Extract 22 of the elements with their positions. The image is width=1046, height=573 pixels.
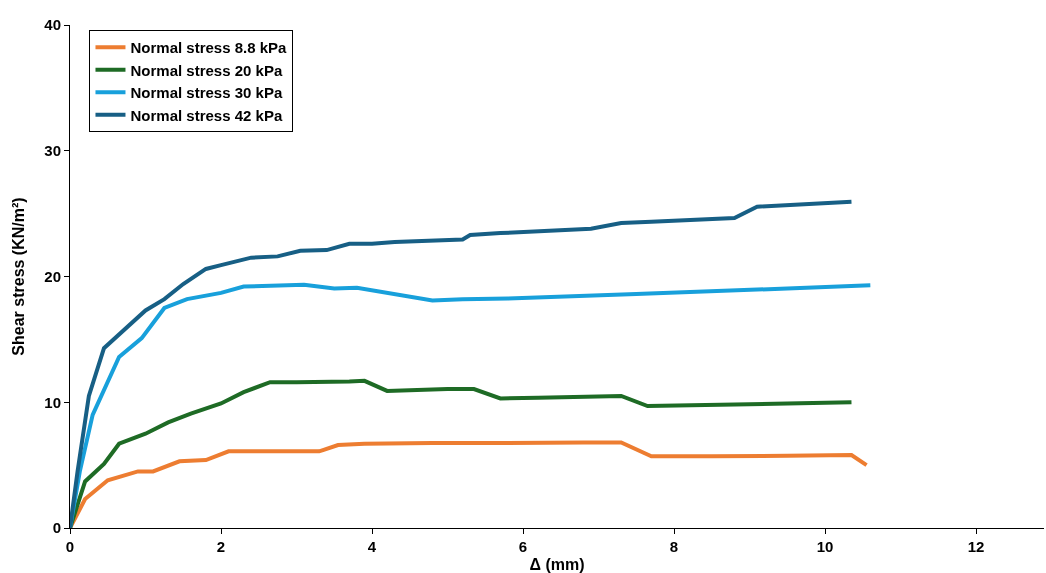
x-tick-label: 10	[816, 538, 834, 555]
x-tick-label: 6	[518, 538, 528, 555]
x-tick-label: 8	[669, 538, 679, 555]
y-tick-label: 20	[44, 267, 61, 285]
legend-label: Normal stress 20 kPa	[130, 61, 283, 79]
legend-label: Normal stress 8.8 kPa	[130, 39, 288, 57]
x-tick-label: 0	[65, 538, 75, 555]
y-tick-label: 40	[44, 16, 61, 34]
y-tick-label: 0	[52, 519, 61, 537]
x-tick-label: 12	[967, 538, 985, 555]
legend-label: Normal stress 42 kPa	[130, 106, 283, 124]
y-axis-title: Shear stress (KN/m²)	[10, 197, 28, 356]
y-tick-label: 10	[44, 393, 61, 411]
x-tick-label: 4	[367, 538, 377, 555]
line-series	[70, 378, 854, 528]
x-axis-title: Δ (mm)	[529, 556, 585, 573]
line-series	[70, 199, 854, 528]
y-tick-label: 30	[44, 142, 61, 159]
x-tick-label: 2	[216, 538, 226, 555]
legend-label: Normal stress 30 kPa	[130, 84, 283, 102]
line-series	[70, 282, 873, 528]
line-series	[70, 440, 869, 528]
